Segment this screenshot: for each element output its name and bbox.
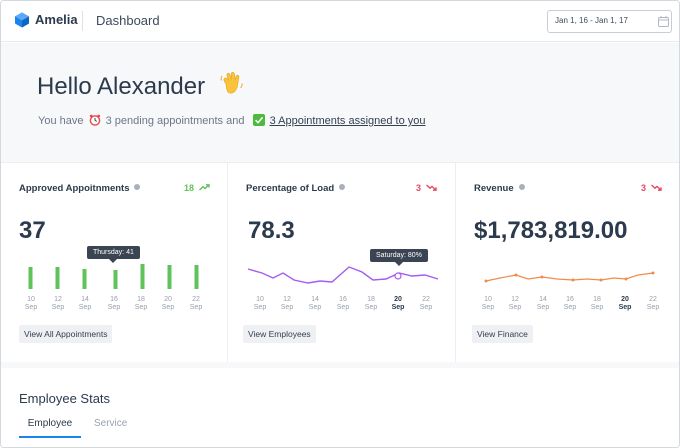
tick: 10 Sep bbox=[24, 296, 38, 311]
load-series-line bbox=[247, 266, 439, 284]
data-point bbox=[514, 273, 518, 277]
bar bbox=[140, 264, 145, 289]
tick: 10 Sep bbox=[481, 296, 495, 311]
tick: 22 Sep bbox=[646, 296, 660, 311]
header-divider bbox=[82, 11, 83, 31]
alarm-clock-icon bbox=[89, 114, 100, 126]
view-finance-button[interactable]: View Finance bbox=[472, 325, 533, 343]
greeting-summary: You have 3 pending appointments and 3 Ap… bbox=[38, 114, 426, 127]
tick: 16 Sep bbox=[336, 296, 350, 311]
greeting-section: Hello Alexander You have 3 pending appoi… bbox=[1, 43, 679, 162]
trend-indicator: 3 bbox=[641, 183, 662, 193]
trend-value: 3 bbox=[416, 183, 422, 193]
tick: 18 Sep bbox=[134, 296, 148, 311]
tick: 18 Sep bbox=[364, 296, 378, 311]
percentage-of-load-card: Percentage of Load 3 78.3 Saturday: 80% … bbox=[227, 163, 455, 362]
amelia-logo-icon bbox=[15, 12, 29, 28]
card-title-text: Approved Appoitnments bbox=[19, 183, 130, 194]
tick-highlighted: 20 Sep bbox=[391, 296, 405, 311]
assigned-appointments-link[interactable]: 3 Appointments assigned to you bbox=[269, 115, 426, 127]
tick: 14 Sep bbox=[78, 296, 92, 311]
info-icon[interactable] bbox=[518, 184, 525, 190]
date-range-picker[interactable]: Jan 1, 16 - Jan 1, 17 bbox=[547, 10, 672, 33]
card-title: Revenue bbox=[474, 183, 525, 194]
bar bbox=[55, 267, 60, 289]
trend-value: 3 bbox=[641, 183, 647, 193]
trend-indicator: 3 bbox=[416, 183, 437, 193]
greeting-title: Hello Alexander bbox=[37, 73, 206, 100]
view-all-appointments-button[interactable]: View All Appointments bbox=[19, 325, 113, 343]
tick-highlighted: 20 Sep bbox=[618, 296, 632, 311]
card-title: Approved Appoitnments bbox=[19, 183, 141, 194]
bar bbox=[194, 265, 199, 289]
data-point bbox=[624, 277, 628, 281]
summary-you-have: You have bbox=[38, 115, 84, 127]
stats-cards: Approved Appoitnments 18 37 Thursday: 41 bbox=[1, 162, 679, 362]
tick: 20 Sep bbox=[161, 296, 175, 311]
revenue-line-chart bbox=[484, 271, 655, 283]
chart-tooltip: Saturday: 80% bbox=[370, 249, 428, 266]
trend-up-icon bbox=[198, 184, 210, 191]
info-icon[interactable] bbox=[134, 184, 141, 190]
tab-service[interactable]: Service bbox=[94, 418, 128, 429]
employee-stats-title: Employee Stats bbox=[19, 391, 111, 406]
chart-tooltip: Thursday: 41 bbox=[87, 246, 140, 263]
date-range-text: Jan 1, 16 - Jan 1, 17 bbox=[555, 16, 628, 25]
revenue-card: Revenue 3 $1,783,819.00 bbox=[455, 163, 679, 362]
approved-appointments-card: Approved Appoitnments 18 37 Thursday: 41 bbox=[1, 163, 227, 362]
page-title: Dashboard bbox=[96, 13, 160, 28]
calendar-icon bbox=[658, 16, 669, 27]
load-line-chart bbox=[247, 266, 439, 284]
data-point bbox=[484, 279, 488, 283]
summary-pending: 3 pending appointments and bbox=[105, 115, 245, 127]
bar bbox=[28, 267, 33, 289]
tick: 16 Sep bbox=[107, 296, 121, 311]
top-bar: Amelia Dashboard Jan 1, 16 - Jan 1, 17 bbox=[1, 1, 679, 42]
employee-stats-section: Employee Stats Employee Service bbox=[1, 362, 679, 447]
bar bbox=[167, 265, 172, 289]
tick: 22 Sep bbox=[189, 296, 203, 311]
tick: 18 Sep bbox=[590, 296, 604, 311]
info-icon[interactable] bbox=[339, 184, 346, 190]
bar bbox=[82, 269, 87, 289]
brand-name: Amelia bbox=[35, 12, 78, 27]
card-title-text: Percentage of Load bbox=[246, 183, 335, 194]
revenue-total: $1,783,819.00 bbox=[474, 217, 628, 244]
approved-count: 37 bbox=[19, 217, 46, 244]
tick: 12 Sep bbox=[508, 296, 522, 311]
bar bbox=[113, 270, 118, 289]
tick: 12 Sep bbox=[51, 296, 65, 311]
highlight-point bbox=[394, 272, 402, 280]
card-title: Percentage of Load bbox=[246, 183, 346, 194]
trend-indicator: 18 bbox=[184, 183, 210, 193]
card-title-text: Revenue bbox=[474, 183, 514, 194]
revenue-series-line bbox=[485, 272, 654, 282]
check-mark-icon bbox=[252, 114, 265, 126]
data-point bbox=[571, 278, 575, 282]
view-employees-button[interactable]: View Employees bbox=[243, 325, 316, 343]
tick: 14 Sep bbox=[308, 296, 322, 311]
data-point bbox=[651, 271, 655, 275]
waving-hand-icon bbox=[220, 71, 243, 94]
approved-bar-chart bbox=[28, 264, 199, 289]
tick: 12 Sep bbox=[280, 296, 294, 311]
tick: 22 Sep bbox=[419, 296, 433, 311]
trend-value: 18 bbox=[184, 183, 195, 193]
tab-employee[interactable]: Employee bbox=[19, 418, 81, 438]
tick: 14 Sep bbox=[536, 296, 550, 311]
load-percentage: 78.3 bbox=[248, 217, 295, 244]
data-point bbox=[599, 278, 603, 282]
data-point bbox=[540, 275, 544, 279]
tick: 10 Sep bbox=[253, 296, 267, 311]
tick: 16 Sep bbox=[563, 296, 577, 311]
trend-down-icon bbox=[425, 184, 437, 191]
trend-down-icon bbox=[650, 184, 662, 191]
